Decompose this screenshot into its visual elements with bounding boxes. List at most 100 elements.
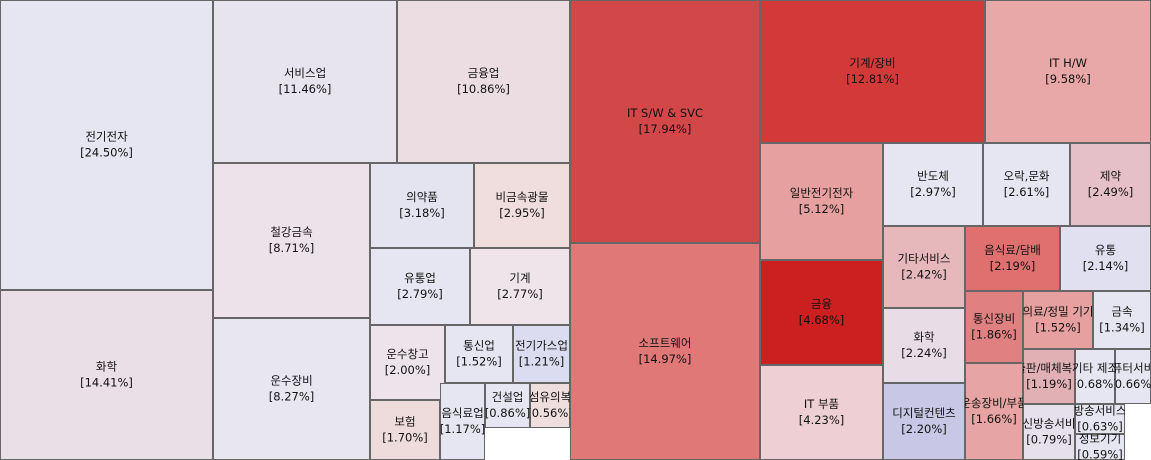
sector-name: 오락,문화 (1004, 169, 1050, 183)
sector-name: 통신방송서비스 (1012, 417, 1086, 431)
sector-share: [1.86%] (971, 328, 1017, 342)
sector-share: [1.52%] (456, 355, 502, 369)
sector: 디지털컨텐츠 [2.20%] (883, 383, 965, 460)
sector-box (983, 143, 1070, 226)
sector-share: [1.34%] (1099, 321, 1145, 335)
sector: 전기가스업 [1.21%] (513, 325, 570, 383)
sector: 기타서비스 [2.42%] (883, 226, 965, 308)
sector: 음식료업 [1.17%] (440, 383, 486, 460)
sector: 유통업 [2.79%] (370, 248, 470, 325)
sector-share: [2.79%] (397, 287, 443, 301)
sector-box (965, 291, 1023, 363)
sector: 소프트웨어 [14.97%] (570, 243, 760, 460)
sector-share: [9.58%] (1045, 72, 1091, 86)
sector: 일반전기전자 [5.12%] (760, 143, 883, 260)
sector-box (513, 325, 570, 383)
sector-share: [2.49%] (1088, 185, 1134, 199)
sector-share: [14.41%] (80, 376, 133, 390)
sector: 의료/정밀 기기 [1.52%] (1023, 291, 1093, 349)
sector-name: 기계 (509, 271, 530, 285)
sector-box (213, 163, 370, 318)
sector-share: [14.97%] (639, 352, 692, 366)
sector-name: 기계/장비 (849, 56, 895, 70)
sector-name: 유통업 (404, 271, 436, 285)
sector-name: 방송서비스 (1074, 404, 1127, 418)
sector-name: 보험 (394, 415, 415, 429)
sector-share: [1.17%] (440, 422, 486, 436)
sector: 건설업 [0.86%] (485, 383, 531, 428)
sector: 출판/매체복제 [1.19%] (1023, 349, 1075, 404)
sector-share: [1.52%] (1035, 321, 1081, 335)
sector: 제약 [2.49%] (1070, 143, 1151, 226)
sector-box (370, 400, 440, 460)
sector-name: 기타서비스 (898, 252, 951, 266)
sector-name: 정보기기 (1079, 432, 1121, 446)
sector-box (474, 163, 570, 248)
sector: 금융업 [10.86%] (397, 0, 570, 163)
sector-box (760, 0, 985, 143)
sector-name: IT S/W & SVC (627, 106, 703, 120)
sector: 화학 [2.24%] (883, 308, 965, 383)
sector-share: [0.79%] (1026, 433, 1072, 447)
sector-box (213, 318, 370, 460)
sector-share: [2.95%] (499, 206, 545, 220)
sector-name: 건설업 (492, 390, 524, 404)
sector-box (370, 325, 445, 400)
sector-share: [2.97%] (910, 185, 956, 199)
sector: 오락,문화 [2.61%] (983, 143, 1070, 226)
sector-box (485, 383, 530, 428)
sector-share: [2.61%] (1004, 185, 1050, 199)
sector-box (760, 260, 883, 365)
sector: IT 부품 [4.23%] (760, 365, 883, 460)
sector-box (1093, 291, 1151, 349)
sector-name: 화학 (913, 330, 935, 344)
sector-name: 금속 (1111, 305, 1132, 319)
sector-name: 음식료/담배 (984, 243, 1041, 257)
sector-name: 반도체 (917, 169, 949, 183)
sector-name: 제약 (1100, 169, 1122, 183)
sector: 음식료/담배 [2.19%] (965, 226, 1060, 291)
sector: 기계 [2.77%] (470, 248, 570, 325)
sector-share: [4.23%] (799, 413, 845, 427)
sector-share: [8.27%] (269, 390, 315, 404)
sector-name: 기타 제조 (1072, 361, 1118, 375)
sector: 운송장비/부품 [1.66%] (960, 363, 1027, 460)
sector: 비금속광물 [2.95%] (474, 163, 570, 248)
sector-name: 비금속광물 (496, 190, 549, 204)
sector-share: [2.42%] (901, 268, 947, 282)
sector-box (883, 308, 965, 383)
sector-name: 일반전기전자 (790, 186, 854, 200)
sector: 반도체 [2.97%] (883, 143, 983, 226)
sector-box (397, 0, 570, 163)
sector-share: [1.21%] (519, 355, 565, 369)
sector-box (883, 143, 983, 226)
sector: 금속 [1.34%] (1093, 291, 1151, 349)
sector-name: 음식료업 (441, 406, 483, 420)
sector-box (760, 143, 883, 260)
sector: 철강금속 [8.71%] (213, 163, 370, 318)
sector-share: [4.68%] (799, 313, 845, 327)
sector-share: [2.20%] (901, 422, 947, 436)
sector-name: 전기전자 (85, 130, 128, 144)
sector-name: 금융업 (468, 66, 500, 80)
sector-box (985, 0, 1151, 143)
sector-name: 운송장비/부품 (960, 396, 1027, 410)
sector-name: 컴퓨터서비스 (1101, 361, 1151, 375)
sector-name: 의약품 (406, 190, 438, 204)
sector-box (1023, 291, 1093, 349)
sector-share: [12.81%] (846, 72, 899, 86)
sector-box (370, 248, 470, 325)
sector: 운수장비 [8.27%] (213, 318, 370, 460)
sector-box (1023, 349, 1075, 404)
sector-share: [1.70%] (382, 431, 428, 445)
sector-share: [0.86%] (485, 406, 531, 420)
sector-share: [3.18%] (399, 206, 445, 220)
sector-share: [8.71%] (269, 241, 315, 255)
sector: 전기전자 [24.50%] (0, 0, 213, 290)
sector: 통신방송서비스 [0.79%] (1012, 404, 1086, 460)
sector-name: 통신업 (463, 339, 495, 353)
sector-name: 전기가스업 (515, 339, 568, 353)
sector-share: [0.68%] (1072, 377, 1118, 391)
sector-name: 유통 (1095, 243, 1116, 257)
